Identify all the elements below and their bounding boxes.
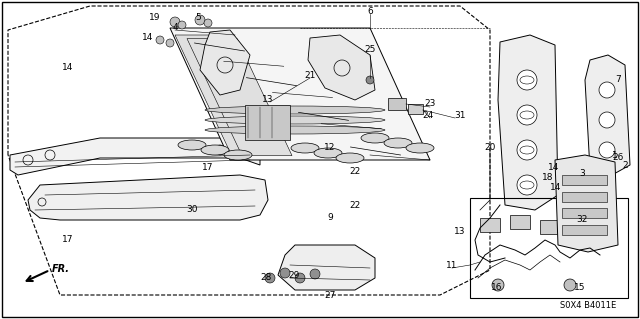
Circle shape: [599, 142, 615, 158]
Text: 17: 17: [202, 164, 214, 173]
Ellipse shape: [361, 133, 389, 143]
Text: 19: 19: [149, 13, 161, 23]
Circle shape: [517, 70, 537, 90]
Text: 25: 25: [364, 46, 376, 55]
Text: S0X4 B4011E: S0X4 B4011E: [560, 301, 616, 310]
Bar: [562, 225, 607, 235]
Text: 5: 5: [195, 13, 201, 23]
Text: 9: 9: [327, 213, 333, 222]
Text: 32: 32: [576, 216, 588, 225]
Ellipse shape: [201, 145, 229, 155]
Circle shape: [265, 273, 275, 283]
Text: 11: 11: [446, 261, 458, 270]
Ellipse shape: [178, 140, 206, 150]
Bar: [480, 218, 500, 232]
Text: 22: 22: [349, 201, 360, 210]
Polygon shape: [498, 35, 558, 210]
Bar: [388, 98, 406, 110]
Circle shape: [166, 39, 174, 47]
Bar: [408, 104, 423, 114]
Circle shape: [564, 279, 576, 291]
Bar: [470, 198, 628, 298]
Text: 13: 13: [454, 227, 466, 236]
Text: 4: 4: [172, 24, 178, 33]
Text: 14: 14: [550, 183, 562, 192]
Ellipse shape: [314, 148, 342, 158]
Circle shape: [195, 15, 205, 25]
Polygon shape: [187, 39, 292, 156]
Circle shape: [156, 36, 164, 44]
Ellipse shape: [224, 150, 252, 160]
Text: 14: 14: [548, 164, 560, 173]
Text: 28: 28: [260, 273, 272, 283]
Ellipse shape: [205, 106, 385, 114]
Ellipse shape: [291, 143, 319, 153]
Circle shape: [280, 268, 290, 278]
Text: 14: 14: [62, 63, 74, 72]
Text: 23: 23: [424, 99, 436, 108]
Circle shape: [366, 76, 374, 84]
Bar: [540, 220, 560, 234]
Circle shape: [295, 273, 305, 283]
Circle shape: [517, 140, 537, 160]
Circle shape: [599, 82, 615, 98]
Bar: [510, 215, 530, 229]
Text: 6: 6: [367, 8, 373, 17]
Text: 30: 30: [186, 205, 198, 214]
Text: FR.: FR.: [52, 264, 70, 274]
Ellipse shape: [406, 143, 434, 153]
Text: 16: 16: [492, 284, 503, 293]
Circle shape: [599, 112, 615, 128]
Text: 22: 22: [349, 167, 360, 176]
Bar: [562, 192, 607, 202]
Text: 14: 14: [142, 33, 154, 42]
Text: 27: 27: [324, 291, 336, 300]
Polygon shape: [10, 138, 260, 175]
Circle shape: [178, 21, 186, 29]
Text: 18: 18: [542, 174, 554, 182]
Text: 2: 2: [622, 161, 628, 170]
Text: 17: 17: [62, 235, 74, 244]
Ellipse shape: [336, 153, 364, 163]
Circle shape: [492, 279, 504, 291]
Bar: [245, 105, 290, 140]
Bar: [562, 175, 607, 185]
Polygon shape: [175, 35, 280, 152]
Polygon shape: [585, 55, 630, 175]
Bar: [562, 208, 607, 218]
Circle shape: [310, 269, 320, 279]
Circle shape: [517, 175, 537, 195]
Polygon shape: [170, 28, 430, 160]
Polygon shape: [28, 175, 268, 220]
Ellipse shape: [205, 126, 385, 134]
Text: 13: 13: [262, 95, 274, 105]
Polygon shape: [278, 245, 375, 290]
Text: 1: 1: [612, 151, 618, 160]
Polygon shape: [308, 35, 375, 100]
Circle shape: [170, 17, 180, 27]
Polygon shape: [555, 155, 618, 252]
Text: 24: 24: [422, 110, 434, 120]
Text: 20: 20: [484, 144, 496, 152]
Circle shape: [517, 105, 537, 125]
Ellipse shape: [205, 116, 385, 124]
Text: 31: 31: [454, 110, 466, 120]
Text: 29: 29: [288, 271, 300, 279]
Text: 15: 15: [574, 284, 586, 293]
Text: 21: 21: [304, 70, 316, 79]
Ellipse shape: [384, 138, 412, 148]
Polygon shape: [200, 30, 250, 95]
Text: 7: 7: [615, 76, 621, 85]
Text: 12: 12: [324, 144, 336, 152]
Text: 3: 3: [579, 168, 585, 177]
Circle shape: [204, 19, 212, 27]
Text: 26: 26: [612, 153, 624, 162]
